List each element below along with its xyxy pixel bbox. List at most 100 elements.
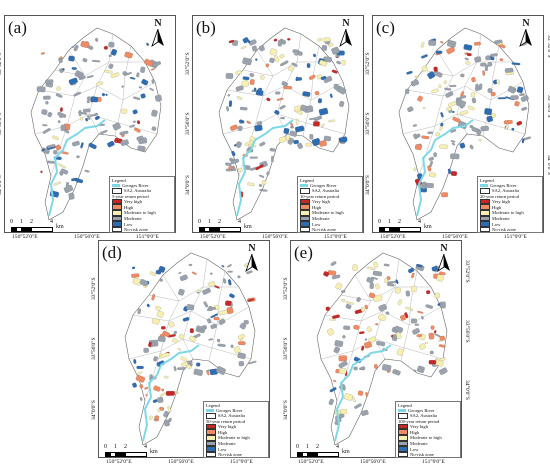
legend-row: Legend [398, 403, 458, 408]
legend-label: High [410, 429, 420, 435]
map-panel: (b) N Legend Georges River SA2, Australia 10-… [192, 15, 364, 233]
scale-label: 2 [218, 219, 221, 225]
legend-swatch [206, 413, 216, 419]
legend-row: No-risk zone [398, 451, 458, 457]
legend-label: SA2, Australia [492, 188, 520, 194]
legend-label: Moderate to high [410, 435, 442, 441]
legend-swatch [300, 183, 308, 188]
flood-risk-map [30, 27, 162, 221]
longitude-tick: 150°56'0"E [262, 234, 288, 240]
scale-label: 2 [316, 444, 319, 450]
legend-swatch [112, 188, 122, 194]
legend-label: High [492, 204, 502, 210]
legend-label: 10-year return period [300, 193, 340, 199]
legend-row: Low [480, 221, 540, 227]
latitude-tick: 34°0'0"S [464, 380, 470, 400]
scale-segment [219, 227, 241, 232]
legend-row: Moderate to high [206, 435, 266, 441]
longitude-tick: 150°56'0"E [442, 234, 468, 240]
legend-label: No-risk zone [312, 227, 336, 233]
scale-label: 4 [238, 219, 241, 225]
latitude-tick: 33°52'0"S [0, 52, 3, 75]
scale-label: 1 [388, 219, 391, 225]
legend-label: 100-year return period [398, 418, 440, 424]
legend-row: Moderate [300, 215, 360, 222]
scale-label: 1 [114, 444, 117, 450]
legend-row: Very high [206, 423, 266, 430]
legend-label: Low [124, 221, 133, 227]
legend-row: SA2, Australia [398, 413, 458, 419]
scale-bar: 0 1 2 4 km [10, 219, 70, 233]
legend-label: Moderate [124, 215, 142, 221]
longitude-tick: 150°56'0"E [360, 459, 386, 465]
legend-row: Legend [480, 178, 540, 183]
legend-row: Moderate [480, 215, 540, 222]
scale-segment [125, 452, 147, 457]
scale-label: 0 [10, 219, 13, 225]
legend-swatch [300, 188, 310, 194]
legend-swatch [480, 183, 488, 188]
legend-swatch [398, 446, 408, 452]
legend-swatch [398, 423, 408, 430]
longitude-tick: 151°0'0"E [324, 234, 347, 240]
legend-swatch [398, 413, 408, 419]
latitude-tick: 34°0'0"S [185, 175, 191, 195]
legend-label: Very high [312, 199, 330, 205]
scale-label: 4 [418, 219, 421, 225]
latitude-tick: 33°52'0"S [546, 35, 550, 58]
map-legend: Legend Georges River SA2, Australia 10-year… [297, 176, 363, 233]
scale-unit: km [424, 224, 432, 230]
latitude-tick: 33°52'0"S [283, 277, 289, 300]
legend-swatch [112, 215, 122, 222]
scale-label: 2 [124, 444, 127, 450]
legend-label: Very high [492, 199, 510, 205]
legend-swatch [206, 451, 216, 457]
legend-swatch [206, 446, 216, 452]
legend-label: No-risk zone [218, 452, 242, 458]
legend-label: Legend [398, 403, 412, 408]
legend-label: Moderate [492, 215, 510, 221]
legend-swatch [206, 435, 216, 441]
legend-swatch [480, 210, 490, 216]
latitude-tick: 33°52'0"S [464, 260, 470, 283]
legend-row: No-risk zone [300, 226, 360, 233]
scale-label: 1 [20, 219, 23, 225]
legend-row: Very high [398, 423, 458, 430]
legend-label: Georges River [216, 408, 243, 414]
panel-label: (d) [102, 243, 122, 262]
north-arrow-icon: N [241, 243, 263, 273]
legend-label: Low [218, 446, 227, 452]
legend-label: Low [312, 221, 321, 227]
panel-label: (a) [8, 18, 27, 37]
latitude-tick: 33°56'0"S [91, 337, 97, 360]
latitude-tick: 33°52'0"S [365, 52, 371, 75]
panel-label: (c) [376, 18, 395, 37]
legend-row: Moderate [398, 440, 458, 447]
scale-unit: km [150, 449, 158, 455]
scale-label: 1 [208, 219, 211, 225]
legend-row: Georges River [398, 408, 458, 413]
legend-label: Georges River [122, 183, 149, 189]
legend-label: No-risk zone [124, 227, 148, 233]
legend-row: Low [112, 221, 172, 227]
scale-unit: km [342, 449, 350, 455]
legend-row: Low [398, 446, 458, 452]
north-label: N [248, 243, 256, 254]
legend-swatch [112, 226, 122, 232]
legend-label: Moderate [410, 440, 428, 446]
legend-label: Legend [300, 178, 314, 183]
latitude-tick: 34°0'0"S [0, 175, 3, 195]
legend-swatch [480, 204, 490, 211]
latitude-tick: 33°56'0"S [0, 112, 3, 135]
legend-row: SA2, Australia [480, 188, 540, 194]
legend-label: No-risk zone [492, 227, 516, 233]
scale-unit: km [56, 224, 64, 230]
legend-row: High [300, 204, 360, 211]
scale-label: 0 [378, 219, 381, 225]
legend-label: 20-year return period [480, 193, 520, 199]
legend-label: Very high [410, 424, 428, 430]
map-panel: (d) N Legend Georges River SA2, Australia 50-… [98, 240, 270, 458]
legend-label: SA2, Australia [312, 188, 340, 194]
legend-swatch [480, 198, 490, 205]
latitude-tick: 33°56'0"S [546, 95, 550, 118]
